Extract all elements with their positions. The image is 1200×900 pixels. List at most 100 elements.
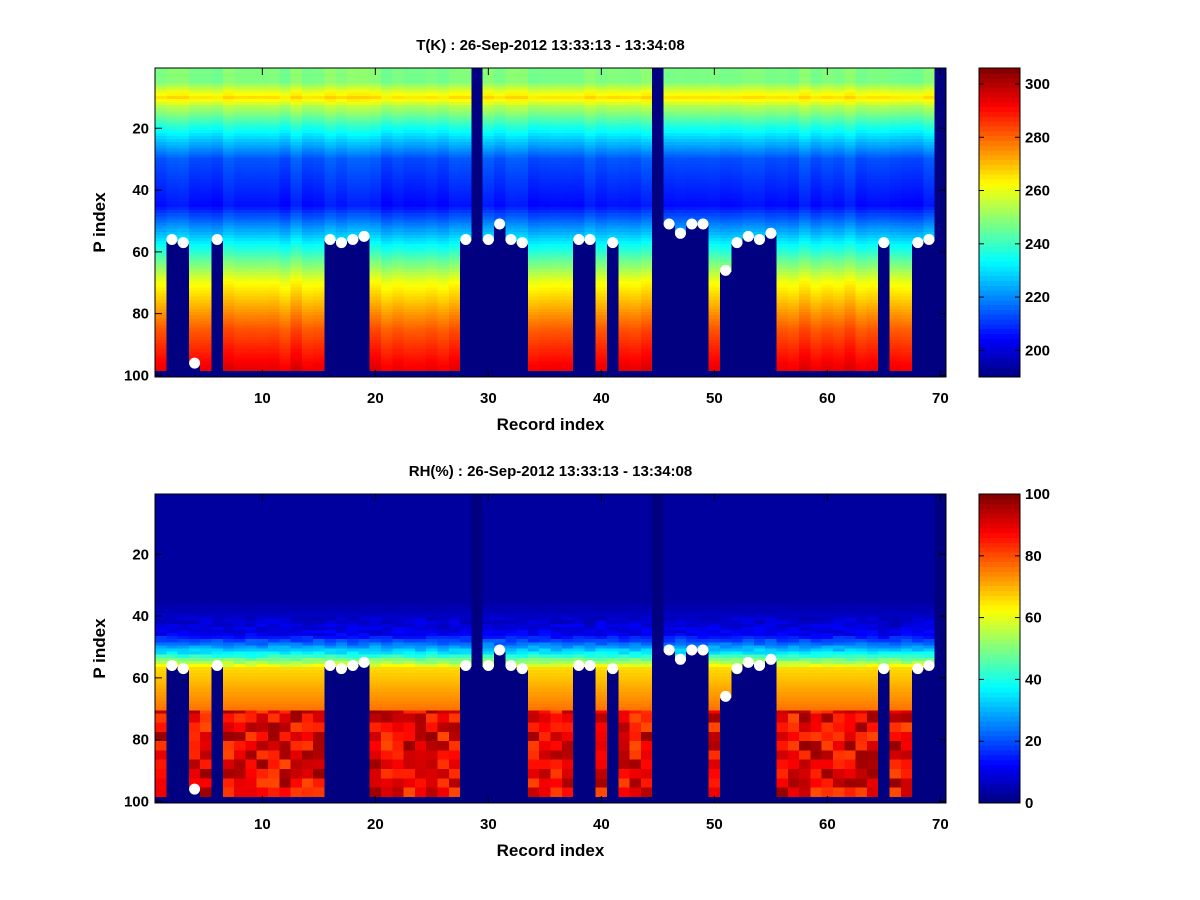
heatmap-cell [505,210,517,214]
heatmap-cell [245,339,258,344]
heatmap-cell [234,222,246,226]
heatmap-cell [324,92,337,97]
heatmap-cell [550,145,563,149]
heatmap-cell [437,228,450,233]
heatmap-cell [686,111,698,115]
heatmap-cell [392,135,404,140]
heatmap-cell [256,309,269,313]
heatmap-cell [663,305,676,310]
heatmap-cell [403,185,416,189]
heatmap-cell [516,71,529,75]
heatmap-cell [313,123,325,128]
heatmap-cell [618,271,630,276]
heatmap-cell [347,120,359,125]
heatmap-cell [527,216,540,220]
heatmap-cell [629,339,642,344]
heatmap-cell [290,145,303,149]
heatmap-cell [381,151,393,155]
heatmap-cell [166,355,178,359]
heatmap-cell [437,151,450,155]
heatmap-cell [640,247,653,251]
heatmap-cell [426,114,438,118]
heatmap-cell [268,349,280,353]
heatmap-cell [482,151,495,155]
heatmap-cell [166,200,178,205]
heatmap-cell [256,108,269,112]
heatmap-cell [155,241,167,245]
heatmap-cell [460,287,472,291]
heatmap-cell [674,83,687,87]
heatmap-cell [629,126,642,131]
heatmap-cell [234,262,246,267]
heatmap-cell [652,225,664,230]
heatmap-cell [403,259,416,264]
heatmap-cell [471,191,484,196]
heatmap-cell [482,185,495,189]
heatmap-cell [708,197,721,202]
heatmap-cell [584,80,597,84]
heatmap-cell [426,86,438,91]
heatmap-cell [166,210,178,214]
heatmap-cell [426,74,438,78]
heatmap-cell [381,101,393,106]
heatmap-cell [256,284,269,288]
heatmap-cell [414,336,427,341]
heatmap-cell [155,148,167,152]
heatmap-cell [595,299,608,304]
heatmap-cell [200,296,212,301]
heatmap-cell [222,194,235,199]
heatmap-cell [629,207,642,211]
heatmap-cell [369,179,382,183]
heatmap-cell [335,163,348,168]
heatmap-cell [369,327,382,332]
heatmap-cell [369,169,382,174]
heatmap-cell [686,296,698,301]
heatmap-cell [324,163,337,168]
heatmap-cell [460,281,472,285]
heatmap-cell [313,132,325,137]
heatmap-cell [663,166,676,171]
heatmap-cell [505,281,517,285]
heatmap-cell [166,318,178,322]
heatmap-cell [166,293,178,298]
heatmap-cell [414,343,427,347]
heatmap-cell [234,358,246,362]
heatmap-cell [697,318,710,322]
heatmap-cell [471,132,484,137]
heatmap-cell [392,98,404,103]
heatmap-cell [448,101,461,106]
heatmap-cell [414,284,427,288]
heatmap-cell [618,244,630,248]
heatmap-cell [301,265,314,270]
heatmap-cell [674,142,687,146]
heatmap-cell [358,154,371,159]
heatmap-cell [629,71,642,75]
heatmap-cell [335,361,348,366]
heatmap-cell [166,315,178,319]
heatmap-cell [539,370,551,375]
heatmap-cell [335,77,348,81]
heatmap-cell [256,126,269,131]
heatmap-cell [471,305,484,310]
heatmap-cell [347,339,359,344]
heatmap-cell [674,309,687,313]
heatmap-cell [268,367,280,372]
heatmap-cell [392,367,404,372]
heatmap-cell [573,89,585,94]
heatmap-cell [369,222,382,226]
heatmap-cell [539,173,551,177]
heatmap-cell [177,339,190,344]
heatmap-cell [381,154,393,159]
heatmap-cell [358,222,371,226]
heatmap-cell [708,142,721,146]
heatmap-cell [392,166,404,171]
heatmap-cell [279,219,291,223]
heatmap-cell [290,142,303,146]
heatmap-cell [358,296,371,301]
heatmap-cell [708,324,721,328]
heatmap-cell [471,265,484,270]
heatmap-cell [426,343,438,347]
heatmap-cell [222,139,235,143]
heatmap-cell [414,250,427,254]
heatmap-cell [313,244,325,248]
